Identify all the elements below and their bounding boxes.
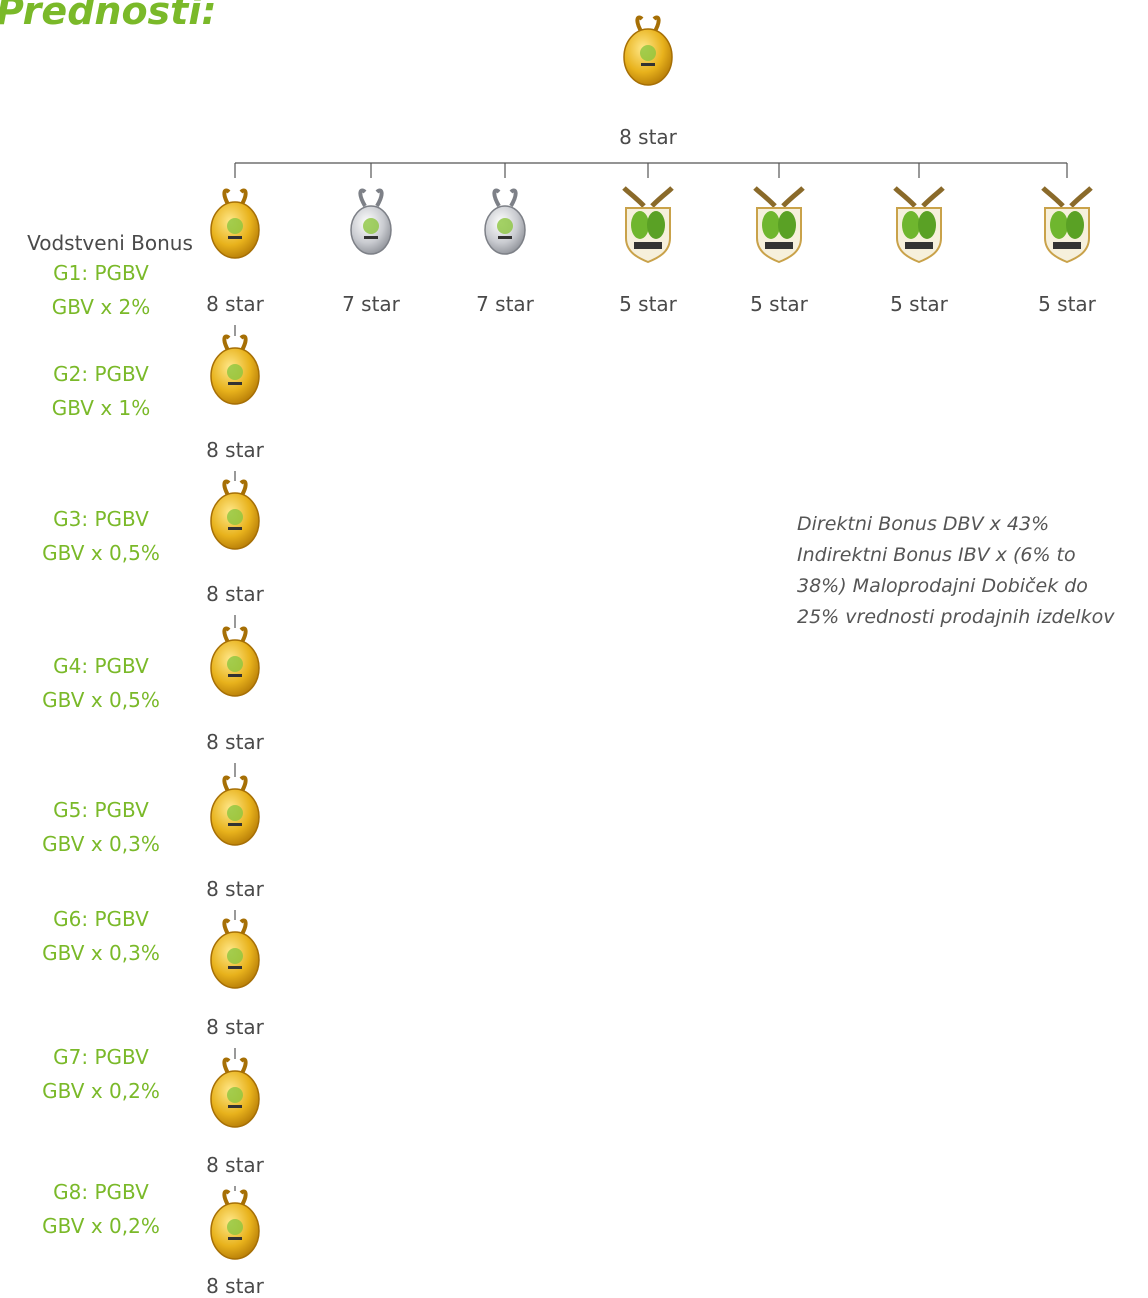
note-line: Indirektni Bonus IBV x (6% to (797, 544, 1076, 566)
leaf (647, 211, 665, 239)
medal-icon (895, 188, 943, 262)
shield (1045, 208, 1089, 262)
node-label: 8 star (206, 730, 265, 754)
medal-icon (211, 337, 259, 404)
emblem (497, 218, 513, 234)
wheat (624, 188, 672, 206)
node-label: 5 star (1038, 292, 1097, 316)
medal-icon (211, 1192, 259, 1259)
plate (905, 242, 933, 249)
loop (360, 191, 381, 206)
generation-rate: GBV x 0,5% (42, 688, 160, 712)
emblem (227, 218, 243, 234)
leaf (631, 211, 649, 239)
medal-icon (351, 191, 391, 254)
node-label: 8 star (206, 1153, 265, 1177)
generation-name: G6: PGBV (53, 907, 149, 931)
medal-icon (211, 191, 259, 258)
medal-icon (624, 18, 672, 85)
leaf (918, 211, 936, 239)
medal-icon (1043, 188, 1091, 262)
note-line: Direktni Bonus DBV x 43% (797, 513, 1049, 535)
note-line: 38%) Maloprodajni Dobiček do (797, 575, 1088, 597)
leaf (902, 211, 920, 239)
emblem (227, 656, 243, 672)
medal-icon (624, 188, 672, 262)
node-label: 7 star (342, 292, 401, 316)
plate (1053, 242, 1081, 249)
node-label: 5 star (619, 292, 678, 316)
node-label: 8 star (206, 292, 265, 316)
generation-name: G4: PGBV (53, 654, 149, 678)
wheat (1043, 188, 1091, 206)
plate (228, 236, 242, 239)
generation-rate: GBV x 0,5% (42, 541, 160, 565)
leaf (762, 211, 780, 239)
medal-icon (755, 188, 803, 262)
diagram: Prednosti: 8 star 8 star 7 star 7 star 5 sta… (0, 0, 1148, 1298)
wheat (895, 188, 943, 206)
medal-icon (211, 778, 259, 845)
leaf (1066, 211, 1084, 239)
leaf (778, 211, 796, 239)
plate (765, 242, 793, 249)
generation-name: G3: PGBV (53, 507, 149, 531)
node-label: 8 star (619, 125, 678, 149)
plate (634, 242, 662, 249)
emblem (227, 1219, 243, 1235)
node-label: 8 star (206, 582, 265, 606)
node-label: 5 star (890, 292, 949, 316)
plate (228, 823, 242, 826)
plate (641, 63, 655, 66)
loop (494, 191, 515, 206)
emblem (227, 364, 243, 380)
generation-rate: GBV x 0,2% (42, 1079, 160, 1103)
shield (626, 208, 670, 262)
emblem (363, 218, 379, 234)
node-label: 8 star (206, 1274, 265, 1298)
generation-name: G8: PGBV (53, 1180, 149, 1204)
generation-name: G1: PGBV (53, 261, 149, 285)
generation-rate: GBV x 0,2% (42, 1214, 160, 1238)
node-label: 5 star (750, 292, 809, 316)
node-label: 8 star (206, 877, 265, 901)
plate (228, 1105, 242, 1108)
shield (897, 208, 941, 262)
leaf (1050, 211, 1068, 239)
bonus-heading: Vodstveni Bonus (27, 231, 193, 255)
plate (228, 1237, 242, 1240)
emblem (227, 805, 243, 821)
emblem (640, 45, 656, 61)
emblem (227, 948, 243, 964)
medal-icon (485, 191, 525, 254)
generation-name: G7: PGBV (53, 1045, 149, 1069)
node-label: 8 star (206, 438, 265, 462)
plate (364, 236, 378, 239)
page-title: Prednosti: (0, 0, 217, 33)
wheat (755, 188, 803, 206)
emblem (227, 509, 243, 525)
node-label: 8 star (206, 1015, 265, 1039)
generation-rate: GBV x 2% (52, 295, 151, 319)
generation-name: G5: PGBV (53, 798, 149, 822)
plate (228, 966, 242, 969)
medal-icon (211, 482, 259, 549)
generation-rate: GBV x 1% (52, 396, 151, 420)
plate (228, 527, 242, 530)
generation-rate: GBV x 0,3% (42, 832, 160, 856)
shield (757, 208, 801, 262)
plate (498, 236, 512, 239)
medal-icon (211, 921, 259, 988)
plate (228, 674, 242, 677)
node-label: 7 star (476, 292, 535, 316)
emblem (227, 1087, 243, 1103)
generation-name: G2: PGBV (53, 362, 149, 386)
generation-rate: GBV x 0,3% (42, 941, 160, 965)
plate (228, 382, 242, 385)
medal-icon (211, 629, 259, 696)
medal-icon (211, 1060, 259, 1127)
note-line: 25% vrednosti prodajnih izdelkov (797, 606, 1115, 628)
